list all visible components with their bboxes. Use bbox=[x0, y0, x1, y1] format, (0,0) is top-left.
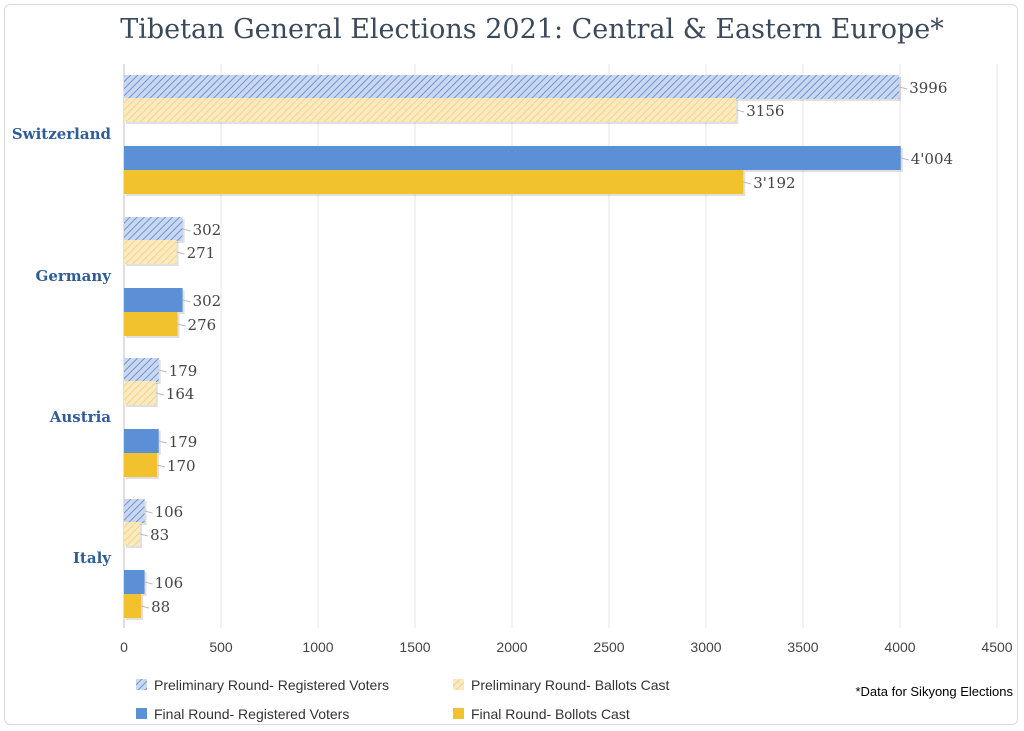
x-tick-label: 3500 bbox=[787, 639, 818, 655]
footnote: *Data for Sikyong Elections bbox=[855, 684, 1013, 699]
bar-switzerland-series-0 bbox=[124, 75, 900, 99]
leader-line bbox=[155, 392, 164, 396]
category-label-austria: Austria bbox=[49, 408, 112, 426]
x-tick-label: 4500 bbox=[981, 639, 1012, 655]
data-label: 3996 bbox=[909, 79, 947, 97]
leader-line bbox=[176, 251, 185, 255]
x-tick-label: 2000 bbox=[496, 639, 527, 655]
bar-austria-series-3 bbox=[124, 453, 157, 477]
x-tick-label: 500 bbox=[209, 639, 233, 655]
x-tick-label: 1000 bbox=[302, 639, 333, 655]
leader-line bbox=[182, 228, 191, 232]
data-label: 271 bbox=[187, 244, 216, 262]
leader-line bbox=[743, 181, 752, 185]
legend-label: Final Round- Registered Voters bbox=[154, 706, 349, 722]
data-label: 88 bbox=[151, 598, 170, 616]
legend-label: Final Round- Bollots Cast bbox=[471, 706, 630, 722]
leader-line bbox=[736, 109, 745, 113]
leader-line bbox=[144, 510, 153, 514]
leader-line bbox=[900, 157, 909, 161]
legend-swatch bbox=[453, 708, 464, 719]
bar-germany-series-1 bbox=[124, 240, 177, 264]
data-label: 164 bbox=[166, 385, 195, 403]
data-label: 179 bbox=[169, 433, 198, 451]
bar-germany-series-3 bbox=[124, 312, 178, 336]
bar-austria-series-1 bbox=[124, 381, 156, 405]
chart-frame bbox=[4, 4, 1018, 725]
legend-swatch bbox=[136, 679, 147, 690]
legend-swatch bbox=[136, 708, 147, 719]
leader-line bbox=[899, 86, 908, 90]
leader-line bbox=[182, 299, 191, 303]
x-tick-label: 1500 bbox=[399, 639, 430, 655]
data-label: 4'004 bbox=[911, 150, 953, 168]
leader-line bbox=[140, 605, 150, 609]
leader-line bbox=[177, 323, 186, 327]
x-tick-label: 4000 bbox=[884, 639, 915, 655]
data-label: 106 bbox=[155, 503, 184, 521]
bar-austria-series-2 bbox=[124, 429, 159, 453]
bar-italy-series-0 bbox=[124, 499, 145, 523]
leader-line bbox=[156, 464, 166, 468]
data-label: 83 bbox=[150, 526, 169, 544]
bar-italy-series-1 bbox=[124, 522, 141, 546]
data-label: 106 bbox=[155, 574, 184, 592]
legend-label: Preliminary Round- Registered Voters bbox=[154, 677, 389, 693]
bar-switzerland-series-2 bbox=[124, 146, 901, 170]
leader-line bbox=[144, 581, 153, 585]
data-label: 3'192 bbox=[753, 174, 795, 192]
category-label-italy: Italy bbox=[73, 549, 112, 567]
leader-line bbox=[158, 369, 167, 373]
category-label-germany: Germany bbox=[36, 267, 113, 285]
data-label: 302 bbox=[193, 292, 222, 310]
bar-germany-series-0 bbox=[124, 217, 183, 241]
bar-switzerland-series-1 bbox=[124, 98, 737, 122]
bar-austria-series-0 bbox=[124, 358, 159, 382]
data-label: 302 bbox=[193, 221, 222, 239]
bar-italy-series-3 bbox=[124, 594, 142, 618]
x-tick-label: 0 bbox=[120, 639, 128, 655]
bar-switzerland-series-3 bbox=[124, 170, 744, 194]
leader-line bbox=[139, 533, 149, 537]
x-tick-label: 3000 bbox=[690, 639, 721, 655]
x-tick-label: 2500 bbox=[593, 639, 624, 655]
bar-germany-series-2 bbox=[124, 288, 183, 312]
data-label: 276 bbox=[188, 316, 217, 334]
bar-italy-series-2 bbox=[124, 570, 145, 594]
leader-line bbox=[158, 440, 167, 444]
data-label: 3156 bbox=[746, 102, 784, 120]
legend-label: Preliminary Round- Ballots Cast bbox=[471, 677, 670, 693]
data-label: 179 bbox=[169, 362, 198, 380]
category-label-switzerland: Switzerland bbox=[12, 125, 112, 143]
legend-swatch bbox=[453, 679, 464, 690]
data-label: 170 bbox=[167, 457, 196, 475]
chart-title: Tibetan General Elections 2021: Central … bbox=[120, 14, 944, 45]
